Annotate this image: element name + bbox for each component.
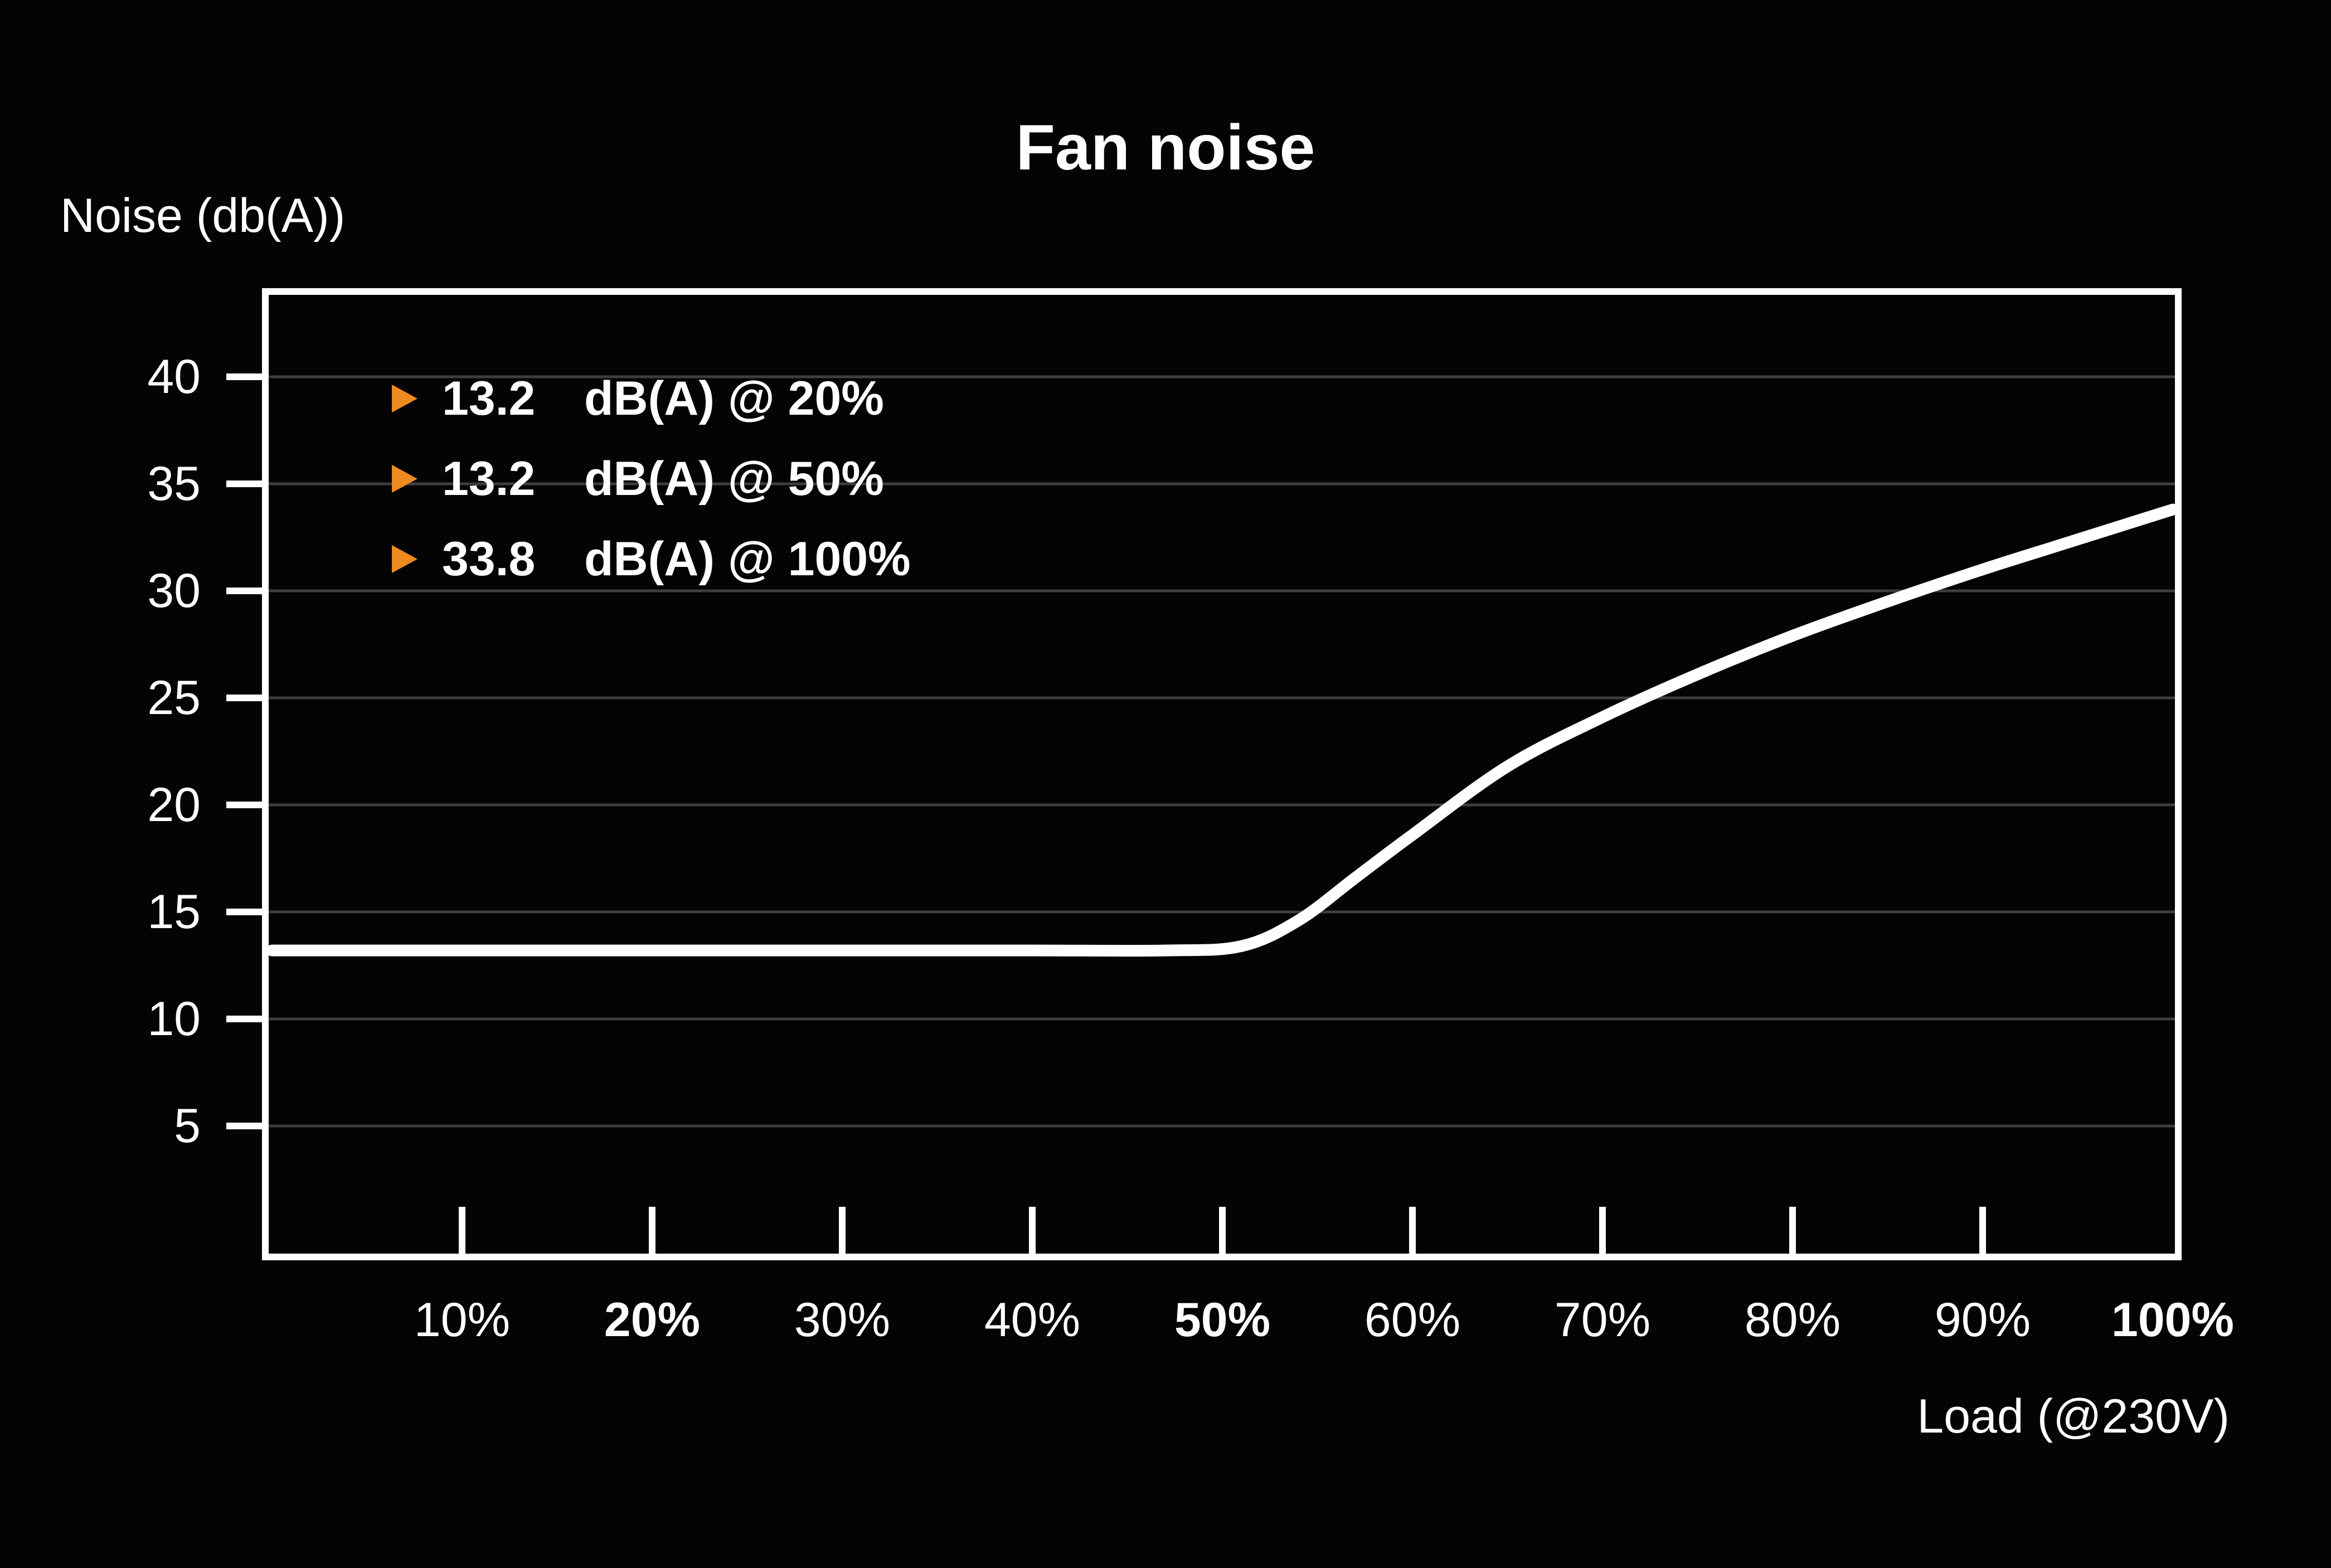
gridlines — [269, 375, 2175, 1128]
gridline — [269, 375, 2175, 378]
gridline — [269, 1017, 2175, 1021]
legend-value: 13.2 — [442, 372, 536, 425]
gridline — [269, 589, 2175, 593]
legend-unit: dB(A) @ 20% — [584, 372, 884, 425]
legend-row: 33.8 dB(A) @ 100% — [392, 531, 1172, 587]
x-tick-label: 20% — [604, 1293, 701, 1347]
y-tick — [226, 480, 262, 487]
x-tick-label: 50% — [1174, 1293, 1271, 1347]
x-axis-title: Load (@230V) — [1917, 1390, 2230, 1443]
legend-value: 33.8 — [442, 532, 536, 586]
triangle-marker-icon — [392, 385, 417, 412]
y-tick — [226, 373, 262, 380]
y-tick — [226, 1123, 262, 1129]
y-tick-label: 5 — [174, 1099, 201, 1153]
gridline — [269, 482, 2175, 486]
x-tick — [1979, 1207, 1986, 1254]
triangle-marker-icon — [392, 465, 417, 493]
legend-row: 13.2 dB(A) @ 50% — [392, 451, 1172, 507]
x-tick — [839, 1207, 846, 1254]
x-tick — [459, 1207, 465, 1254]
gridline — [269, 803, 2175, 807]
x-tick-label: 30% — [794, 1293, 891, 1347]
y-tick-label: 15 — [147, 885, 201, 939]
x-tick — [1409, 1207, 1416, 1254]
noise-curve — [266, 503, 2179, 957]
x-tick — [1029, 1207, 1036, 1254]
x-tick-label: 60% — [1364, 1293, 1461, 1347]
legend-unit: dB(A) @ 50% — [584, 452, 884, 506]
x-tick-label: 90% — [1934, 1293, 2031, 1347]
page-title: Fan noise — [1016, 112, 1315, 183]
y-tick-label: 10 — [147, 992, 201, 1046]
y-tick-label: 30 — [147, 564, 201, 618]
y-axis-title: Noise (db(A)) — [60, 189, 346, 242]
x-tick-label: 100% — [2111, 1293, 2234, 1347]
x-axis-line — [262, 1254, 2182, 1260]
x-tick-label: 70% — [1554, 1293, 1651, 1347]
plot-right-border — [2175, 288, 2182, 1260]
y-tick-label: 25 — [147, 671, 201, 725]
y-tick — [226, 802, 262, 808]
triangle-marker-icon — [392, 545, 417, 573]
legend-row: 13.2 dB(A) @ 20% — [392, 371, 1172, 426]
legend-value: 13.2 — [442, 452, 536, 506]
y-tick-label: 20 — [147, 778, 201, 832]
plot-top-border — [262, 288, 2182, 295]
x-tick-label: 40% — [984, 1293, 1081, 1347]
x-tick-label: 80% — [1744, 1293, 1841, 1347]
gridline — [269, 910, 2175, 914]
axis-frame — [262, 288, 2182, 1260]
y-axis-line — [262, 288, 269, 1260]
x-tick — [1789, 1207, 1796, 1254]
y-axis-ticks — [226, 373, 262, 1129]
y-tick — [226, 1016, 262, 1022]
y-tick-label: 40 — [147, 350, 201, 404]
y-tick-label: 35 — [147, 457, 201, 511]
x-tick — [1219, 1207, 1226, 1254]
y-tick — [226, 695, 262, 701]
x-tick-label: 10% — [414, 1293, 511, 1347]
x-tick — [649, 1207, 655, 1254]
gridline — [269, 696, 2175, 700]
y-tick — [226, 909, 262, 915]
x-tick — [1599, 1207, 1606, 1254]
x-axis-ticks — [459, 1207, 1986, 1254]
gridline — [269, 1124, 2175, 1128]
y-tick — [226, 588, 262, 594]
legend-unit: dB(A) @ 100% — [584, 532, 911, 586]
